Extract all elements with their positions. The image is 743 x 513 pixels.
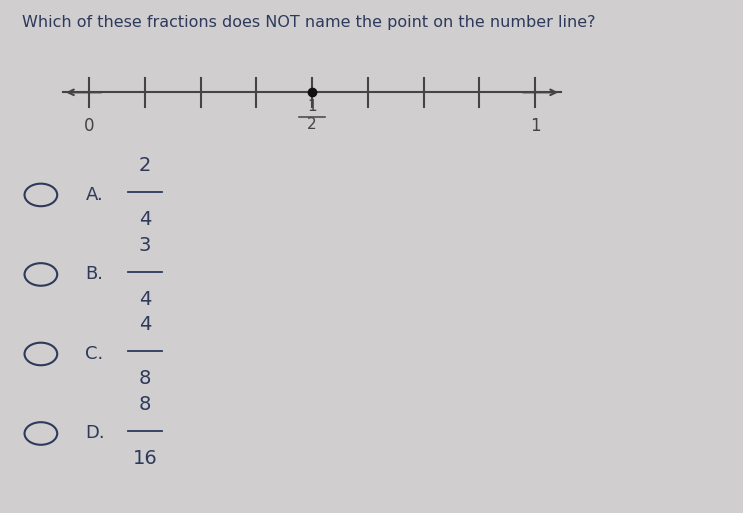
Text: 8: 8: [139, 369, 151, 388]
Text: 1: 1: [308, 100, 317, 114]
Text: 8: 8: [139, 395, 151, 414]
Text: 0: 0: [84, 117, 94, 135]
Text: 4: 4: [139, 315, 151, 334]
Text: C.: C.: [85, 345, 104, 363]
Text: 3: 3: [139, 236, 151, 255]
Text: D.: D.: [85, 424, 105, 443]
Text: A.: A.: [85, 186, 103, 204]
Text: 4: 4: [139, 290, 151, 309]
Text: Which of these fractions does NOT name the point on the number line?: Which of these fractions does NOT name t…: [22, 15, 596, 30]
Text: 16: 16: [132, 449, 158, 468]
Text: 1: 1: [530, 117, 540, 135]
Text: 2: 2: [139, 156, 151, 175]
Text: 4: 4: [139, 210, 151, 229]
Text: 2: 2: [308, 117, 317, 132]
Text: B.: B.: [85, 265, 103, 284]
